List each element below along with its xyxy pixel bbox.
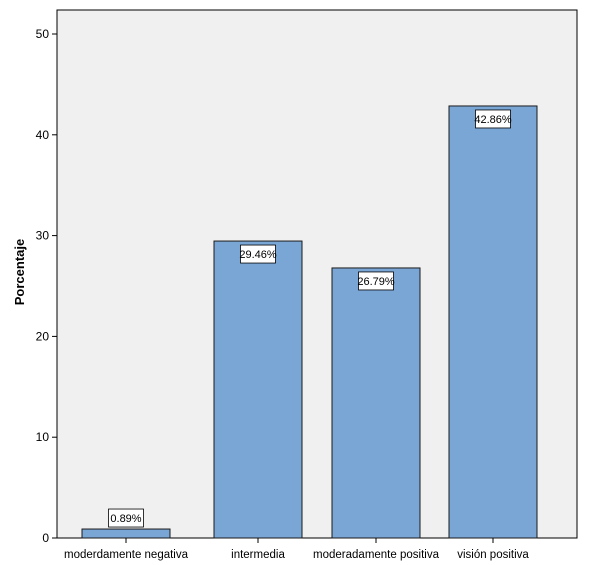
data-label-box: [475, 109, 511, 129]
bar: [213, 240, 303, 539]
data-label: 26.79%: [357, 276, 395, 288]
x-axis-labels: moderdamente negativa intermedia moderadam…: [64, 538, 529, 561]
y-tick-label: 30: [36, 229, 50, 243]
data-label: 29.46%: [239, 249, 277, 261]
y-tick-label: 10: [36, 430, 50, 444]
data-label-box: [240, 244, 276, 264]
x-tick-label: visión positiva: [457, 549, 529, 561]
data-label: 42.86%: [474, 114, 512, 126]
bar: [448, 105, 538, 539]
data-label-box: [108, 508, 144, 528]
y-tick-label: 0: [42, 531, 49, 545]
x-tick-label: moderadamente positiva: [313, 549, 440, 561]
y-axis-ticks: 0 10 20 30 40 50: [36, 27, 57, 545]
x-tick-label: moderdamente negativa: [64, 549, 189, 561]
y-axis-title: Porcentaje: [12, 239, 27, 305]
y-tick-label: 40: [36, 128, 50, 142]
bar: [81, 528, 171, 539]
data-label-box: [358, 271, 394, 291]
bar: [331, 267, 421, 539]
y-tick-label: 20: [36, 329, 50, 343]
x-tick-label: intermedia: [231, 549, 285, 561]
data-label: 0.89%: [110, 513, 141, 525]
y-tick-label: 50: [36, 27, 50, 41]
